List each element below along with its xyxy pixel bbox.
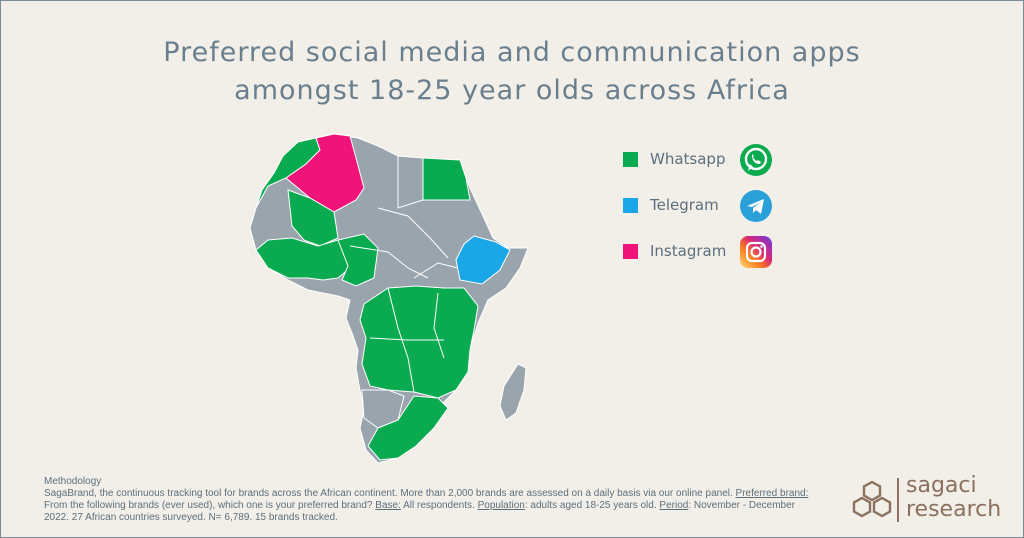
- telegram-icon: [740, 190, 772, 222]
- africa-map: [249, 133, 529, 464]
- logo-line-2: research: [906, 497, 1002, 522]
- region-nigeria: [337, 233, 379, 287]
- legend-swatch-whatsapp: [623, 152, 638, 167]
- legend-label-whatsapp: Whatsapp: [650, 150, 726, 168]
- region-south-africa: [367, 395, 449, 461]
- region-west-africa: [255, 237, 351, 281]
- methodology-base-label: Base:: [375, 500, 401, 511]
- logo-divider: [897, 478, 899, 522]
- legend-swatch-telegram: [623, 198, 638, 213]
- methodology-population-text: : adults aged 18-25 years old.: [524, 500, 657, 511]
- region-algeria: [285, 133, 365, 213]
- logo-wordmark: sagaci research: [906, 474, 1001, 522]
- legend-swatch-instagram: [623, 244, 638, 259]
- methodology-base-text: All respondents.: [403, 500, 475, 511]
- logo-line-1: sagaci: [906, 473, 977, 498]
- country-borders: [349, 156, 459, 393]
- methodology-intro: SagaBrand, the continuous tracking tool …: [44, 488, 733, 499]
- hexagon-logo-icon: [852, 480, 892, 518]
- whatsapp-icon: [740, 144, 772, 176]
- methodology-heading: Methodology: [44, 476, 102, 487]
- methodology-preferred-text: From the following brands (ever used), w…: [44, 500, 373, 511]
- legend-item-telegram: Telegram: [620, 186, 780, 226]
- methodology-body: SagaBrand, the continuous tracking tool …: [44, 488, 814, 524]
- instagram-icon: [740, 236, 772, 268]
- title-line-1: Preferred social media and communication…: [163, 37, 861, 68]
- methodology-population-label: Population: [477, 500, 525, 511]
- region-ethiopia: [455, 235, 511, 285]
- legend-label-instagram: Instagram: [650, 242, 727, 260]
- page-title: Preferred social media and communication…: [40, 34, 984, 110]
- sagaci-logo: sagaci research: [852, 474, 1012, 524]
- title-line-2: amongst 18-25 year olds across Africa: [234, 75, 790, 106]
- legend-item-instagram: Instagram: [620, 232, 780, 272]
- methodology-period-label: Period: [659, 500, 689, 511]
- region-central-southern: [359, 285, 479, 399]
- methodology-preferred-label: Preferred brand:: [735, 488, 809, 499]
- methodology-note: Methodology SagaBrand, the continuous tr…: [44, 476, 814, 524]
- methodology-period-text: : November - December 2022. 27 African c…: [44, 500, 796, 523]
- legend-label-telegram: Telegram: [650, 196, 719, 214]
- legend-item-whatsapp: Whatsapp: [620, 140, 780, 180]
- region-egypt: [422, 157, 471, 201]
- region-madagascar: [499, 363, 527, 421]
